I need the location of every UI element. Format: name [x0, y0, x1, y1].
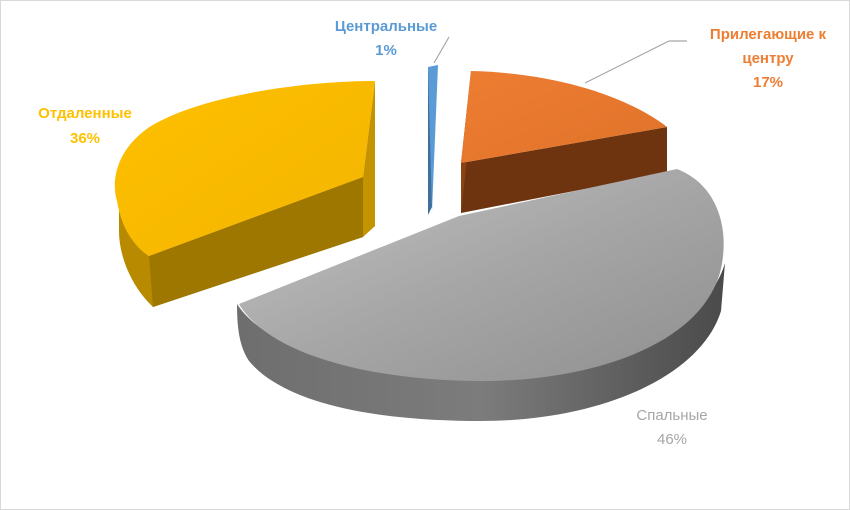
label-otdalennye-name: Отдаленные	[38, 105, 132, 122]
slice-prilegayushchie-top	[461, 71, 667, 163]
label-prilegayushchie-name-line1: Прилегающие к	[710, 26, 827, 43]
label-prilegayushchie-name-line2: центру	[742, 50, 794, 67]
slice-centralnye-top	[428, 65, 438, 211]
slice-otdalennye-top	[114, 81, 375, 256]
label-otdalennye-value: 36%	[70, 130, 100, 147]
slice-centralnye	[428, 65, 438, 215]
slice-spalnye-top	[239, 169, 724, 381]
leader-line-centralnye	[433, 36, 450, 64]
slice-spalnye-side	[237, 263, 725, 421]
label-centralnye-value: 1%	[375, 42, 397, 59]
slice-otdalennye-inner-face-2	[363, 81, 375, 237]
slice-otdalennye-inner-face	[149, 177, 363, 307]
label-centralnye-name: Центральные	[335, 18, 437, 35]
slice-prilegayushchie-inner-face	[461, 127, 667, 213]
label-spalnye-name: Спальные	[636, 407, 707, 424]
slice-otdalennye	[114, 81, 375, 307]
slice-spalnye	[237, 169, 725, 421]
slice-prilegayushchie	[461, 71, 667, 213]
leader-line-prilegayushchie	[584, 40, 687, 84]
label-spalnye-value: 46%	[657, 431, 687, 448]
label-prilegayushchie-value: 17%	[753, 74, 783, 91]
